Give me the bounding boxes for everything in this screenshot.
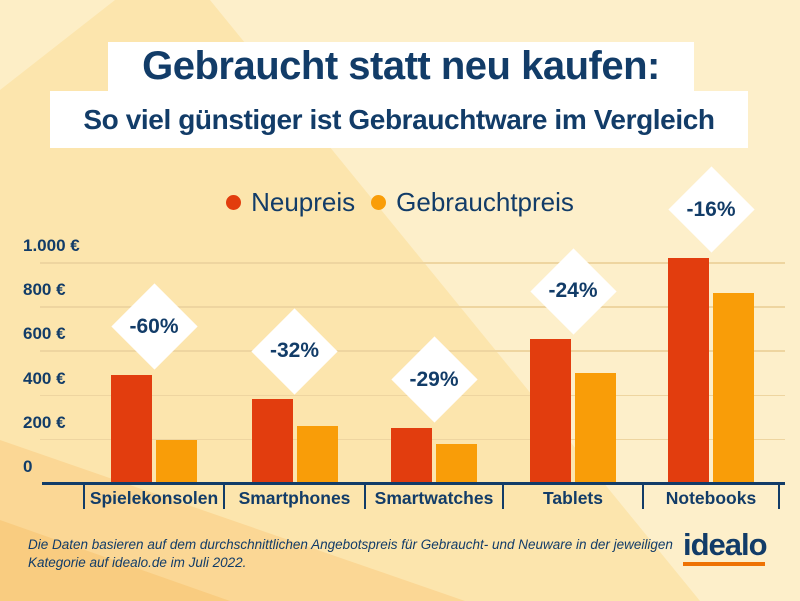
bar-gebrauchtpreis xyxy=(713,292,754,483)
category-label: Tablets xyxy=(543,488,603,508)
bar-neupreis xyxy=(251,399,293,483)
x-axis-tick xyxy=(642,483,644,509)
x-axis-tick xyxy=(364,483,366,509)
category-label: Notebooks xyxy=(665,488,757,508)
bar-gebrauchtpreis xyxy=(436,444,477,483)
discount-badge-label: -60% xyxy=(129,314,179,338)
category-label: Spielekonsolen xyxy=(89,488,219,508)
bar-neupreis xyxy=(111,374,152,483)
y-axis-tick-label: 1.000 € xyxy=(23,236,80,255)
bar-neupreis xyxy=(391,427,432,483)
idealo-logo: idealo xyxy=(683,527,768,566)
category-label: Smartwatches xyxy=(374,488,494,508)
idealo-logo-text: idealo xyxy=(683,527,768,562)
x-axis-line xyxy=(42,482,785,485)
subtitle-banner: So viel günstiger ist Gebrauchtware im V… xyxy=(50,91,748,148)
gebrauchtpreis-dot-icon xyxy=(371,194,387,210)
category-label: Smartphones xyxy=(238,488,351,508)
legend-item-gebrauchtpreis: Gebrauchtpreis xyxy=(371,187,574,218)
x-axis-tick xyxy=(778,483,780,509)
legend-item-neupreis: Neupreis xyxy=(226,187,355,218)
x-axis-tick xyxy=(223,483,225,509)
bar-gebrauchtpreis xyxy=(575,372,616,483)
discount-badge-label: -32% xyxy=(269,339,320,363)
idealo-logo-underline xyxy=(683,562,765,566)
y-axis-tick-label: 800 € xyxy=(23,280,66,300)
bar-neupreis xyxy=(668,257,709,483)
y-axis-tick-label: 600 € xyxy=(23,324,66,344)
y-axis-tick-label: 400 € xyxy=(23,368,66,388)
discount-badge-label: -29% xyxy=(409,367,459,391)
y-axis-tick-label: 200 € xyxy=(23,412,66,432)
legend-label: Neupreis xyxy=(251,186,356,217)
source-note: Die Daten basieren auf dem durchschnittl… xyxy=(28,537,673,570)
page-subtitle: So viel günstiger ist Gebrauchtware im V… xyxy=(83,103,715,135)
bar-neupreis xyxy=(530,339,571,483)
bar-gebrauchtpreis xyxy=(156,439,197,483)
chart-legend: Neupreis Gebrauchtpreis xyxy=(0,186,800,218)
title-banner: Gebraucht statt neu kaufen: xyxy=(108,42,694,91)
neupreis-dot-icon xyxy=(226,194,242,210)
bar-gebrauchtpreis xyxy=(296,425,338,483)
discount-badge-label: -24% xyxy=(548,279,598,303)
legend-label: Gebrauchtpreis xyxy=(396,186,574,217)
x-axis-tick xyxy=(83,483,85,509)
x-axis-tick xyxy=(502,483,504,509)
page-title: Gebraucht statt neu kaufen: xyxy=(142,44,660,88)
y-axis-tick-label: 0 xyxy=(23,457,33,476)
